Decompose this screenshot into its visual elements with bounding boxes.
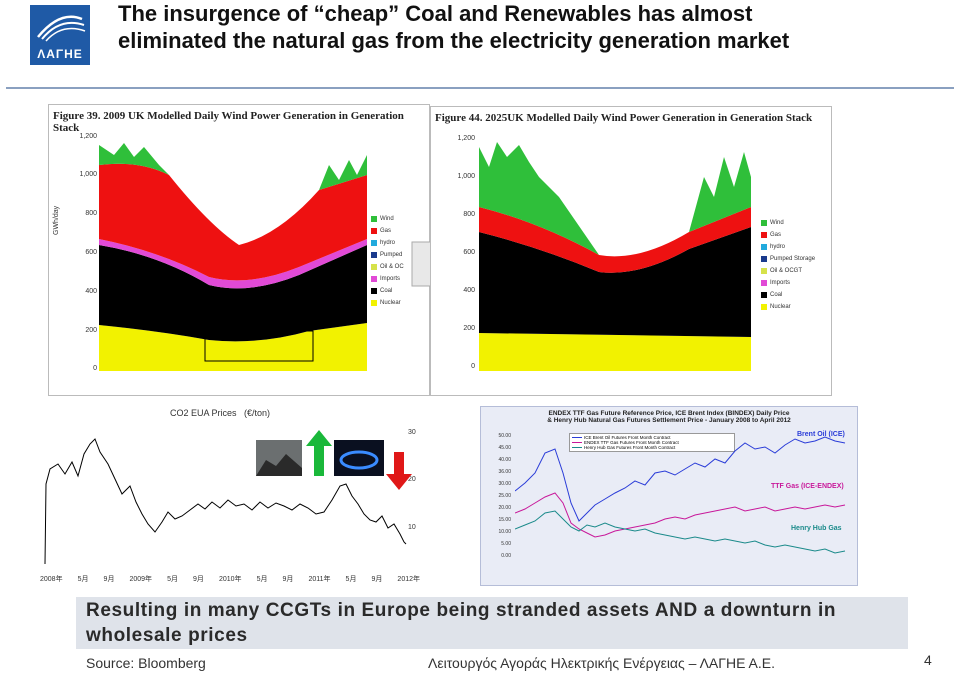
co2-price-chart: CO2 EUA Prices (€/ton) 30 20 10 2008年 5月 9… <box>40 404 430 586</box>
figure-2009-stack-chart <box>99 143 367 371</box>
figure-2009-title: Figure 39. 2009 UK Modelled Daily Wind P… <box>53 110 404 134</box>
y-tick: 800 <box>463 211 475 218</box>
y-tick: 400 <box>85 288 97 295</box>
co2-x-ticks: 2008年 5月 9月 2009年 5月 9月 2010年 5月 9月 2011年 5月 9月 2012… <box>40 576 420 583</box>
legend-item: Gas <box>761 229 815 241</box>
legend-item: Pumped Storage <box>761 253 815 265</box>
y-tick: 800 <box>85 210 97 217</box>
page-number: 4 <box>924 652 932 668</box>
conclusion-banner: Resulting in many CCGTs in Europe being … <box>76 597 908 649</box>
figure-2025-title: Figure 44. 2025UK Modelled Daily Wind Po… <box>435 112 813 124</box>
y-tick: 1,200 <box>457 135 475 142</box>
legend-item: Nuclear <box>371 297 404 309</box>
y-tick: 1,000 <box>457 173 475 180</box>
y-tick: 1,200 <box>79 133 97 140</box>
header-divider <box>6 87 954 89</box>
y-tick: 400 <box>463 287 475 294</box>
figure-2025-legend: Wind Gas hydro Pumped Storage Oil & OCGT… <box>761 217 815 313</box>
y-tick: 600 <box>463 249 475 256</box>
logo-lines-icon <box>37 15 86 42</box>
y-tick: 200 <box>463 325 475 332</box>
gas-flame-photo <box>334 440 384 476</box>
page-title: The insurgence of “cheap” Coal and Renew… <box>118 0 918 54</box>
arrow-down-icon <box>386 452 412 490</box>
gas-chart-title: ENDEX TTF Gas Future Reference Price, IC… <box>547 410 791 424</box>
legend-item: hydro <box>761 241 815 253</box>
company-logo: ΛΑΓΗΕ <box>30 5 90 65</box>
legend-item: Imports <box>761 277 815 289</box>
arrow-up-icon <box>306 430 332 476</box>
legend-item: Wind <box>761 217 815 229</box>
coal-photo <box>256 440 302 476</box>
y-tick: 0 <box>471 363 475 370</box>
gas-chart-legend: ICE Brent Oil Futures Front Month Contra… <box>569 433 735 452</box>
legend-item: Nuclear <box>761 301 815 313</box>
figure-2009-y-ticks: 1,200 1,000 800 600 400 200 0 <box>67 133 97 373</box>
co2-price-line <box>44 438 407 565</box>
source-note: Source: Bloomberg <box>86 655 206 671</box>
figure-2025-stack-chart <box>479 142 751 371</box>
legend-item: Gas <box>371 225 404 237</box>
legend-item: Henry Hub Gas Futures Front Month Contra… <box>572 445 732 450</box>
y-tick: 0 <box>93 365 97 372</box>
legend-item: Oil & OC <box>371 261 404 273</box>
legend-item: ICE Brent Oil Futures Front Month Contra… <box>572 435 732 440</box>
henry-hub-label: Henry Hub Gas <box>791 525 842 532</box>
legend-item: ENDEX TTF Gas Futures Front Month Contra… <box>572 440 732 445</box>
y-tick: 600 <box>85 249 97 256</box>
y-tick: 10 <box>408 524 416 531</box>
gas-y-ticks: 50.00 45.00 40.00 36.00 30.00 25.00 20.0… <box>498 433 511 559</box>
figure-2009-y-label: GWh/day <box>53 205 60 235</box>
y-tick: 20 <box>408 476 416 483</box>
legend-item: Imports <box>371 273 404 285</box>
figure-2025-panel: Figure 44. 2025UK Modelled Daily Wind Po… <box>430 106 832 396</box>
y-tick: 30 <box>408 429 416 436</box>
legend-item: Coal <box>761 289 815 301</box>
figure-2025-y-ticks: 1,200 1,000 800 600 400 200 0 <box>439 135 475 371</box>
legend-item: Pumped <box>371 249 404 261</box>
title-line-2: eliminated the natural gas from the elec… <box>118 28 790 53</box>
ttf-label: TTF Gas (ICE-ENDEX) <box>771 483 844 490</box>
gas-oil-price-chart: ENDEX TTF Gas Future Reference Price, IC… <box>480 406 858 586</box>
title-line-1: The insurgence of “cheap” Coal and Renew… <box>118 1 753 26</box>
operator-name: Λειτουργός Αγοράς Ηλεκτρικής Ενέργειας –… <box>428 655 775 671</box>
legend-item: hydro <box>371 237 404 249</box>
figure-2009-legend: Wind Gas hydro Pumped Oil & OC Imports C… <box>371 213 404 309</box>
figure-2009-panel: Figure 39. 2009 UK Modelled Daily Wind P… <box>48 104 430 396</box>
legend-item: Wind <box>371 213 404 225</box>
y-tick: 1,000 <box>79 171 97 178</box>
conclusion-text: Resulting in many CCGTs in Europe being … <box>86 600 837 646</box>
legend-item: Coal <box>371 285 404 297</box>
co2-chart-title: CO2 EUA Prices (€/ton) <box>170 408 271 418</box>
logo-text: ΛΑΓΗΕ <box>37 47 83 61</box>
y-tick: 200 <box>85 327 97 334</box>
legend-item: Oil & OCGT <box>761 265 815 277</box>
gas-oil-lines <box>515 436 846 554</box>
brent-label: Brent Oil (ICE) <box>797 431 845 438</box>
